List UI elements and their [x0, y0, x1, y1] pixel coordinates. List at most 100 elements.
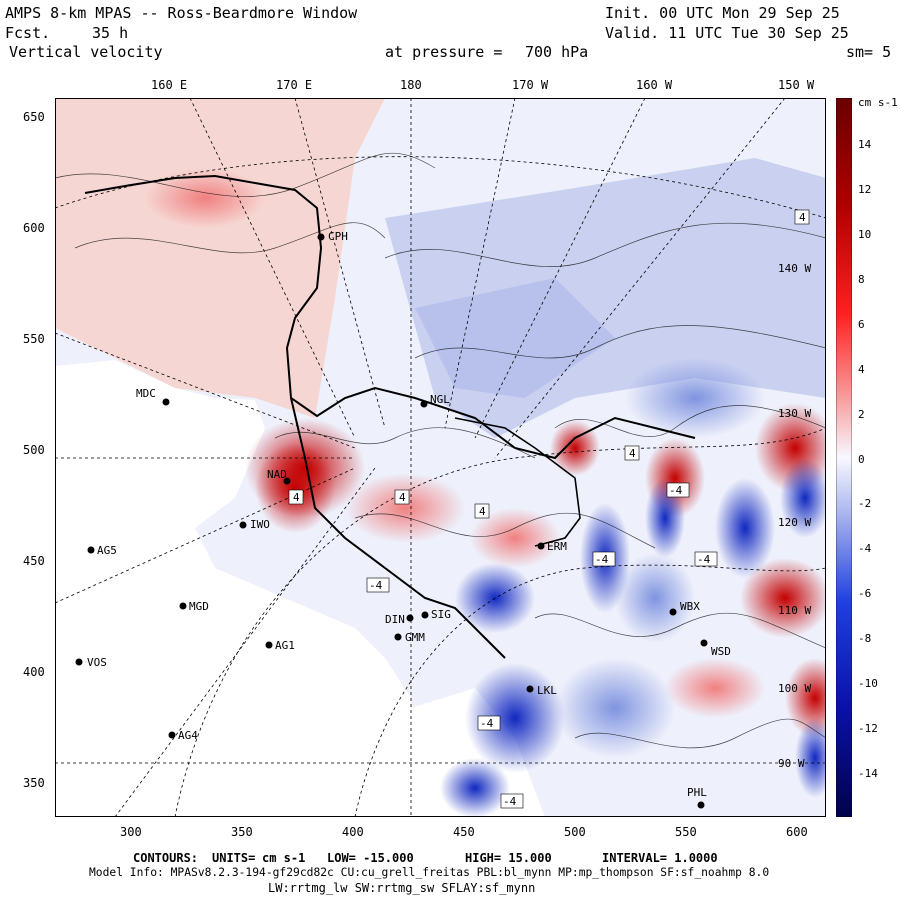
- meridian-label-130w: 130 W: [778, 407, 811, 420]
- lon-label-180: 180: [400, 78, 422, 92]
- station-dot-iwo: [239, 521, 247, 529]
- footer-units-label: UNITS=: [212, 851, 256, 865]
- station-dot-ag4: [168, 731, 176, 739]
- lon-label-170e: 170 E: [276, 78, 313, 92]
- y-tick-400: 400: [23, 665, 45, 679]
- colorbar-label: 0: [858, 453, 865, 466]
- footer-contours-label: CONTOURS:: [133, 851, 199, 865]
- smoothing-value: sm= 5: [846, 43, 892, 61]
- contour-lines: [55, 152, 826, 749]
- lon-label-160w: 160 W: [636, 78, 673, 92]
- meridian-label-140w: 140 W: [778, 262, 811, 275]
- warm-cell: [785, 658, 826, 738]
- cool-cell: [615, 553, 695, 643]
- station-label-ag5: AG5: [97, 544, 117, 557]
- warm-cell: [255, 443, 335, 533]
- warm-cell: [470, 508, 560, 568]
- station-label-mdc: MDC: [136, 387, 156, 400]
- map-title: AMPS 8-km MPAS -- Ross-Beardmore Window: [5, 4, 358, 22]
- station-dot-wsd: [700, 639, 708, 647]
- y-tick-650: 650: [23, 110, 45, 124]
- x-tick-450: 450: [453, 825, 475, 839]
- contour-label-box: -4: [666, 482, 690, 498]
- station-dot-vos: [75, 658, 83, 666]
- cool-cell: [440, 758, 510, 817]
- colorbar-units: cm s-1: [858, 96, 898, 109]
- cool-cell: [555, 658, 675, 758]
- station-dot-lkl: [526, 685, 534, 693]
- station-dot-sig: [421, 611, 429, 619]
- forecast-hour: 35 h: [92, 24, 129, 42]
- station-dot-gmm: [394, 633, 402, 641]
- station-label-sig: SIG: [431, 608, 451, 621]
- pressure-label: at pressure =: [385, 43, 503, 61]
- station-label-vos: VOS: [87, 656, 107, 669]
- ice-shelf-front: [454, 417, 581, 547]
- coastline-transantarctic: [290, 397, 506, 659]
- forecast-label: Fcst.: [5, 24, 51, 42]
- station-markers: [75, 233, 708, 809]
- x-tick-350: 350: [231, 825, 253, 839]
- warm-region-west: [55, 98, 385, 418]
- colorbar-label: 6: [858, 318, 865, 331]
- station-label-cph: CPH: [328, 230, 348, 243]
- x-tick-500: 500: [564, 825, 586, 839]
- station-label-wsd: WSD: [711, 645, 731, 658]
- colorbar-label: 10: [858, 228, 872, 241]
- colorbar-label: 12: [858, 183, 872, 196]
- meridian-label-90w: 90 W: [778, 757, 805, 770]
- station-label-erm: ERM: [547, 540, 567, 553]
- contour-label-box: 4: [794, 209, 810, 225]
- colorbar-label: 14: [858, 138, 872, 151]
- svg-text:-4: -4: [669, 484, 683, 497]
- footer-high: HIGH= 15.000: [465, 851, 552, 865]
- station-label-mgd: MGD: [189, 600, 209, 613]
- colorbar-label: -4: [858, 542, 872, 555]
- cool-cell: [645, 478, 685, 558]
- colorbar: [836, 98, 852, 817]
- plot-frame: [55, 98, 826, 817]
- graticule: [55, 98, 826, 817]
- footer-interval: INTERVAL= 1.0000: [602, 851, 718, 865]
- svg-text:-4: -4: [697, 553, 711, 566]
- variable-name: Vertical velocity: [9, 43, 163, 61]
- station-dot-ag1: [265, 641, 273, 649]
- cool-cell: [795, 718, 826, 798]
- colorbar-label: -10: [858, 677, 878, 690]
- station-dot-ag5: [87, 546, 95, 554]
- station-dot-mgd: [179, 602, 187, 610]
- colorbar-label: 8: [858, 273, 865, 286]
- station-label-lkl: LKL: [537, 684, 557, 697]
- contour-label-box: 4: [474, 503, 490, 519]
- y-tick-600: 600: [23, 221, 45, 235]
- vertical-velocity-map: CPH MDC NGL IWO AG5 MGD AG1 VOS AG4 LKL …: [55, 98, 826, 817]
- station-label-ag1: AG1: [275, 639, 295, 652]
- station-dot-mdc: [162, 398, 170, 406]
- warm-cell: [145, 168, 265, 228]
- colorbar-label: -6: [858, 587, 872, 600]
- valid-time: Valid. 11 UTC Tue 30 Sep 25: [605, 24, 849, 42]
- station-label-phl: PHL: [687, 786, 707, 799]
- y-tick-450: 450: [23, 554, 45, 568]
- lon-label-150w: 150 W: [778, 78, 815, 92]
- station-dot-cph: [317, 233, 325, 241]
- init-time: Init. 00 UTC Mon 29 Sep 25: [605, 4, 840, 22]
- svg-text:-4: -4: [480, 717, 494, 730]
- colorbar-label: 4: [858, 363, 865, 376]
- y-tick-350: 350: [23, 776, 45, 790]
- svg-text:4: 4: [293, 491, 300, 504]
- svg-text:4: 4: [799, 211, 806, 224]
- cool-cell: [780, 458, 826, 538]
- svg-text:4: 4: [399, 491, 406, 504]
- cool-region-central: [415, 278, 615, 398]
- x-tick-300: 300: [120, 825, 142, 839]
- contour-label-box: 4: [288, 489, 304, 505]
- svg-text:-4: -4: [595, 553, 609, 566]
- colorbar-label: -8: [858, 632, 872, 645]
- warm-cell: [550, 420, 600, 476]
- no-data-region: [55, 360, 411, 817]
- contour-label-box: -4: [366, 577, 390, 593]
- contour-label-box: -4: [592, 551, 616, 567]
- contour-label-box: -4: [694, 551, 718, 567]
- station-dot-wbx: [669, 608, 677, 616]
